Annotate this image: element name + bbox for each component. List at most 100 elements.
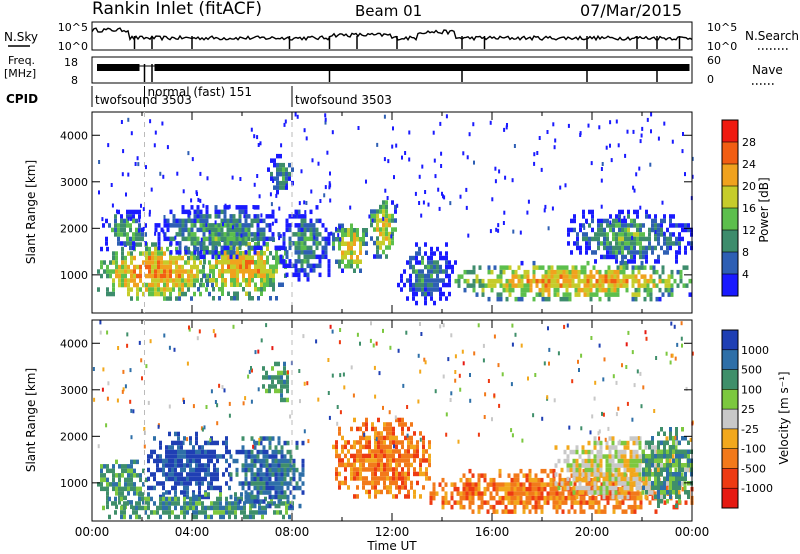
data-cell — [624, 241, 627, 246]
data-cell — [624, 245, 627, 251]
data-cell — [163, 251, 166, 256]
data-cell — [469, 398, 472, 403]
data-cell — [413, 431, 416, 436]
data-cell — [282, 514, 285, 520]
data-cell — [356, 255, 359, 260]
data-cell — [416, 440, 419, 445]
data-cell — [359, 268, 362, 273]
data-cell — [127, 216, 130, 221]
data-cell — [534, 486, 538, 492]
data-cell — [447, 357, 450, 362]
data-cell — [386, 196, 389, 200]
data-cell — [232, 241, 236, 246]
data-cell — [103, 477, 106, 483]
data-cell — [288, 259, 292, 264]
data-cell — [520, 274, 524, 279]
data-cell — [132, 214, 135, 219]
data-cell — [611, 458, 615, 464]
data-cell — [247, 454, 251, 459]
data-cell — [163, 215, 166, 219]
data-cell — [407, 453, 410, 459]
data-cell — [371, 426, 374, 432]
data-cell — [407, 476, 410, 481]
data-cell — [439, 269, 442, 274]
data-cell — [178, 264, 181, 270]
data-cell — [612, 223, 615, 228]
data-cell — [228, 485, 231, 491]
data-cell — [418, 251, 421, 256]
data-cell — [112, 482, 115, 487]
data-cell — [175, 232, 179, 237]
data-cell — [663, 250, 666, 255]
data-cell — [611, 445, 615, 450]
data-cell — [112, 287, 115, 292]
data-cell — [388, 222, 391, 228]
data-cell — [138, 214, 141, 219]
data-cell — [193, 223, 197, 228]
data-cell — [652, 278, 656, 284]
data-cell — [528, 468, 532, 474]
beam-title: Beam 01 — [355, 2, 422, 20]
data-cell — [615, 236, 618, 242]
data-cell — [115, 504, 118, 510]
data-cell — [241, 445, 245, 450]
data-cell — [368, 467, 371, 472]
data-cell — [583, 278, 587, 284]
data-cell — [115, 251, 118, 256]
data-cell — [195, 514, 198, 520]
data-cell — [577, 359, 579, 364]
data-cell — [353, 237, 356, 242]
data-cell — [408, 130, 411, 135]
data-cell — [171, 445, 174, 450]
data-cell — [183, 454, 186, 459]
data-cell — [462, 504, 466, 510]
data-cell — [335, 453, 338, 459]
data-cell — [632, 467, 636, 473]
data-cell — [594, 380, 597, 385]
data-cell — [612, 504, 616, 510]
data-cell — [149, 339, 152, 344]
data-cell — [430, 287, 433, 292]
data-cell — [463, 269, 467, 275]
data-cell — [675, 436, 678, 441]
data-cell — [262, 436, 266, 441]
data-cell — [462, 473, 466, 478]
data-cell — [639, 504, 643, 510]
data-cell — [219, 510, 222, 515]
data-cell — [448, 273, 451, 279]
data-cell — [301, 463, 305, 468]
data-cell — [636, 495, 640, 501]
data-cell — [356, 332, 359, 337]
data-cell — [154, 264, 157, 270]
data-cell — [372, 343, 375, 348]
data-cell — [178, 223, 182, 228]
data-cell — [606, 500, 610, 505]
data-cell — [288, 214, 292, 219]
data-cell — [593, 396, 596, 401]
data-cell — [350, 471, 353, 477]
data-cell — [639, 227, 642, 233]
data-cell — [681, 427, 684, 432]
data-cell — [256, 485, 260, 491]
data-cell — [511, 433, 514, 438]
data-cell — [300, 232, 304, 237]
data-cell — [263, 251, 266, 256]
data-cell — [615, 254, 618, 260]
data-cell — [365, 426, 368, 432]
data-cell — [462, 361, 465, 366]
data-cell — [606, 250, 609, 255]
data-cell — [353, 268, 356, 273]
data-cell — [259, 227, 263, 233]
data-cell — [643, 278, 647, 284]
data-cell — [647, 481, 651, 486]
data-cell — [544, 274, 548, 279]
data-cell — [611, 485, 615, 491]
data-cell — [537, 477, 541, 483]
data-cell — [271, 375, 274, 380]
data-cell — [632, 129, 635, 134]
data-cell — [618, 214, 621, 219]
data-cell — [324, 236, 328, 242]
data-cell — [486, 500, 490, 505]
data-cell — [569, 467, 573, 473]
